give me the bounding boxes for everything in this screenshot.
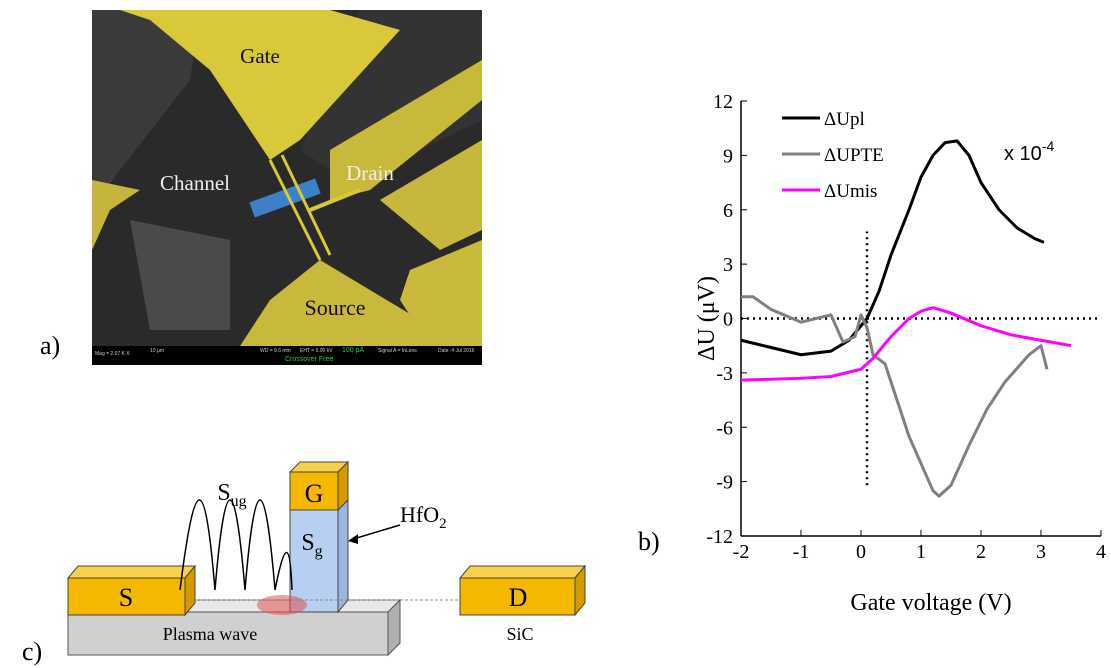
y-tick-label: 12 [713,91,733,113]
panel-label: b) [638,527,660,556]
wave-sub: ug [231,493,247,510]
y-tick-label: -9 [716,472,733,494]
panel-label: c) [22,637,42,666]
y-tick-label: 6 [723,200,733,222]
substrate-label: SiC [506,624,533,644]
y-tick-label: 9 [723,145,733,167]
info-text: Date :4 Jul 2016 [438,348,475,354]
x-tick-label: 1 [916,541,926,563]
info-text: 10 µm [150,348,164,354]
region-label: Channel [160,171,230,195]
channel-label: Plasma wave [163,624,257,644]
x-tick-label: 4 [1096,541,1106,563]
panel-label: a) [40,331,60,360]
annotation-exponent: -4 [1042,138,1055,154]
x-tick-label: 0 [856,541,866,563]
region-label: Drain [346,161,394,185]
x-tick-label: 2 [976,541,986,563]
wave-main: S [217,480,230,506]
info-text: 100 pA [342,347,365,354]
dielectric-label: HfO2 [400,502,447,532]
annotation-base: x 10 [1004,143,1042,165]
y-tick-label: 0 [723,309,733,331]
info-text: WD = 9.6 mm [260,348,291,354]
region-label: Gate [240,44,280,68]
y-tick-label: 3 [723,254,733,276]
sem-image [92,10,482,365]
gate-label: G [305,479,324,508]
x-tick-label: -2 [733,541,750,563]
y-tick-label: -3 [716,363,733,385]
series-line [741,141,1044,355]
x-tick-label: -1 [793,541,810,563]
x-axis-label: Gate voltage (V) [850,590,1011,616]
region-label: Source [304,295,365,320]
info-text: Mag = 2.07 K X [95,351,130,357]
x-tick-label: 3 [1036,541,1046,563]
dielectric-sub: 2 [439,516,447,532]
gate-wave-sub: g [315,543,323,560]
wave-label: Sug [217,480,246,510]
y-tick-label: -12 [706,526,733,548]
dielectric-main: HfO [400,502,439,527]
drain-label: D [509,583,528,612]
gate-wave-main: S [301,530,314,556]
legend-label: ΔUpl [824,109,865,130]
info-text: Signal A = InLens [378,348,417,354]
info-text: Crossover Free [285,356,333,363]
annotation: x 10-4 [1004,138,1054,165]
series-line [741,297,1047,496]
figure: Gate Channel Drain Source Mag = 2.07 K X… [0,0,1111,668]
legend-label: ΔUmis [824,181,877,202]
info-text: EHT = 5.00 kV [300,348,333,354]
legend-label: ΔUPTE [824,145,884,166]
y-axis-label: ΔU (μV) [694,276,720,361]
source-label: S [119,583,133,612]
y-tick-label: -6 [716,417,733,439]
